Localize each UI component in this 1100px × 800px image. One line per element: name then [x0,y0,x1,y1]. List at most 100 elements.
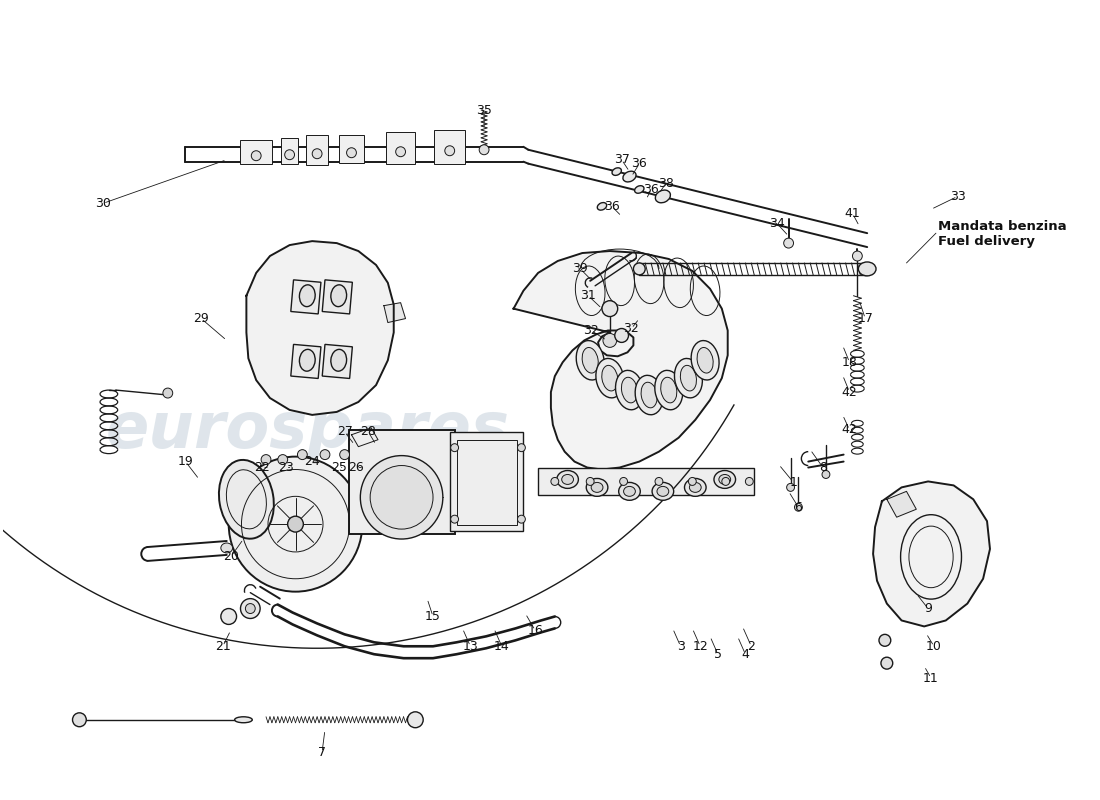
Circle shape [654,478,663,486]
Text: 26: 26 [349,461,364,474]
Bar [456,440,517,525]
Text: 28: 28 [361,426,376,438]
Text: 18: 18 [842,356,857,369]
Circle shape [603,334,617,347]
Text: 3: 3 [676,640,684,653]
Circle shape [285,150,295,160]
Circle shape [245,603,255,614]
Circle shape [451,515,459,523]
Bar [434,130,465,164]
Bar [450,432,524,531]
Ellipse shape [624,486,636,496]
Ellipse shape [635,375,663,414]
Circle shape [444,146,454,156]
Text: 42: 42 [842,386,857,398]
Circle shape [517,444,526,452]
Bar [339,135,364,162]
Ellipse shape [586,478,608,496]
Ellipse shape [331,350,346,371]
Polygon shape [514,251,728,470]
Ellipse shape [618,482,640,500]
Text: Mandata benzina: Mandata benzina [938,220,1067,233]
Text: 21: 21 [214,640,231,653]
Ellipse shape [234,717,252,722]
Text: 36: 36 [631,157,647,170]
Ellipse shape [656,190,670,202]
Ellipse shape [621,378,638,403]
Text: 14: 14 [494,640,509,653]
Ellipse shape [719,474,730,485]
Circle shape [287,516,304,532]
Text: 30: 30 [95,197,111,210]
Ellipse shape [691,341,719,380]
Circle shape [361,456,443,539]
Text: 8: 8 [820,461,827,474]
Bar [349,430,454,534]
Circle shape [619,478,627,486]
Text: 32: 32 [583,324,600,337]
Bar [306,135,328,165]
Ellipse shape [73,713,86,726]
Circle shape [221,609,236,625]
Ellipse shape [641,382,657,408]
Circle shape [852,251,862,261]
Circle shape [615,329,628,342]
Text: 13: 13 [462,640,478,653]
Ellipse shape [299,285,316,306]
Circle shape [278,454,287,465]
Circle shape [794,503,802,511]
Circle shape [320,450,330,459]
Polygon shape [873,482,990,626]
Text: 22: 22 [254,461,270,474]
Text: 36: 36 [644,183,659,196]
Text: 23: 23 [278,461,294,474]
Circle shape [407,712,424,728]
Ellipse shape [657,486,669,496]
Text: 24: 24 [305,455,320,468]
Circle shape [517,515,526,523]
Text: 9: 9 [924,602,932,615]
Bar [322,344,352,378]
Ellipse shape [602,366,618,391]
Circle shape [783,238,793,248]
Text: 12: 12 [692,640,708,653]
Circle shape [346,148,356,158]
Ellipse shape [576,341,604,380]
Text: 37: 37 [614,153,629,166]
Ellipse shape [331,285,346,306]
Circle shape [163,388,173,398]
Text: 35: 35 [476,103,492,117]
Circle shape [251,150,261,161]
Text: 4: 4 [741,648,749,661]
Ellipse shape [634,263,646,275]
Circle shape [586,478,594,486]
Ellipse shape [635,186,643,194]
Text: 34: 34 [769,217,784,230]
Text: 20: 20 [222,550,239,563]
Circle shape [602,301,618,317]
Circle shape [297,450,307,459]
Text: 39: 39 [572,262,588,275]
Text: 16: 16 [527,624,543,637]
Bar [241,140,272,164]
Circle shape [229,457,362,592]
Text: 27: 27 [337,426,353,438]
Circle shape [371,466,433,529]
Ellipse shape [221,543,232,553]
Text: 15: 15 [425,610,441,623]
Circle shape [786,483,794,491]
Text: 1: 1 [790,476,798,489]
Ellipse shape [697,347,713,373]
Text: 2: 2 [747,640,756,653]
Text: 10: 10 [926,640,942,653]
Text: 36: 36 [604,200,619,213]
Text: eurospares: eurospares [106,398,509,461]
Text: 7: 7 [318,746,326,759]
Circle shape [551,478,559,486]
Text: 41: 41 [845,207,860,220]
Circle shape [722,478,729,486]
Polygon shape [246,241,394,415]
Text: 5: 5 [714,648,722,661]
Text: 25: 25 [331,461,346,474]
Ellipse shape [684,478,706,496]
